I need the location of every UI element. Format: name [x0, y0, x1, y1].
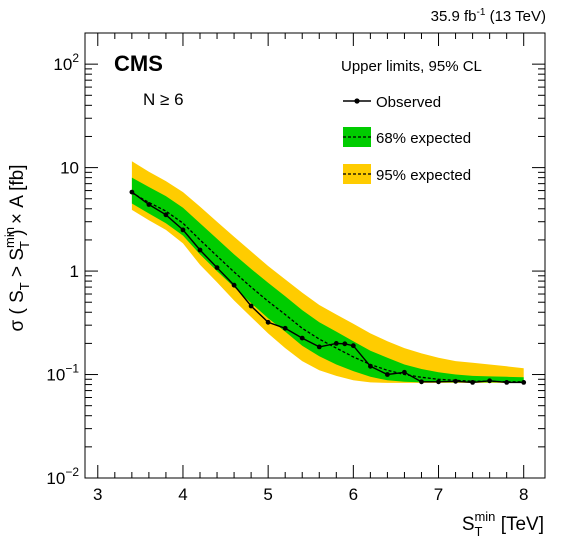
observed-point [487, 378, 492, 384]
observed-point [214, 265, 220, 270]
y-tick-label: 10 [60, 159, 79, 178]
expected-median-line [131, 192, 524, 383]
y-tick-label: 10−1 [46, 362, 79, 385]
legend-header: Upper limits, 95% CL [341, 58, 482, 75]
cms-label: CMS [114, 51, 163, 76]
legend-68-label: 68% expected [376, 130, 471, 147]
band-68-expected [131, 177, 524, 383]
observed-point [180, 227, 186, 233]
y-axis-title: σ ( ST > SminT ) × A [fb] [2, 164, 32, 331]
observed-point [350, 343, 356, 349]
observed-point [129, 189, 135, 195]
x-tick-label: 6 [349, 485, 358, 504]
observed-point [333, 341, 339, 346]
plot-frame [84, 32, 546, 479]
y-tick-label: 102 [53, 51, 79, 74]
legend-95-swatch [343, 164, 371, 184]
legend-observed-marker [354, 98, 360, 104]
observed-point [419, 379, 424, 385]
observed-point [282, 325, 288, 331]
x-tick-label: 3 [93, 485, 102, 504]
observed-point [453, 378, 458, 384]
observed-point [146, 202, 152, 207]
observed-point [521, 380, 527, 385]
legend: Upper limits, 95% CL Observed 68% expect… [341, 58, 482, 184]
x-tick-label: 5 [263, 485, 272, 504]
observed-point [436, 379, 441, 385]
observed-point [163, 212, 169, 218]
observed-point [342, 341, 348, 347]
observed-point [402, 369, 407, 375]
observed-point [299, 335, 305, 341]
x-tick-label: 4 [178, 485, 187, 504]
x-axis-title: STmin [TeV] [462, 509, 544, 539]
selection-label: N ≥ 6 [143, 90, 184, 109]
observed-point [504, 380, 510, 385]
x-tick-label: 7 [434, 485, 443, 504]
observed-point [385, 372, 390, 377]
observed-point [368, 363, 373, 369]
lumi-label: 35.9 fb-1 (13 TeV) [431, 7, 546, 25]
y-tick-label: 10−2 [46, 465, 79, 488]
observed-point [197, 247, 203, 253]
y-tick-label: 1 [70, 262, 79, 281]
observed-point [470, 380, 475, 385]
observed-point [248, 303, 254, 309]
observed-point [231, 282, 237, 288]
legend-95-label: 95% expected [376, 167, 471, 184]
legend-observed-label: Observed [376, 94, 441, 111]
x-tick-label: 8 [519, 485, 528, 504]
observed-point [265, 319, 271, 325]
legend-68-swatch [343, 127, 371, 147]
observed-point [316, 344, 322, 350]
